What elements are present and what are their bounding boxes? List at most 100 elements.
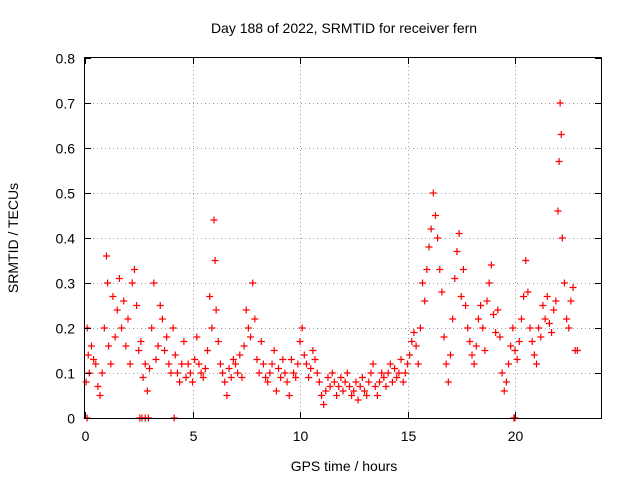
data-point xyxy=(414,360,422,368)
chart-title: Day 188 of 2022, SRMTID for receiver fer… xyxy=(211,20,477,36)
data-point xyxy=(436,266,444,273)
data-point xyxy=(557,131,565,138)
data-point xyxy=(438,288,446,296)
data-point xyxy=(208,324,216,332)
data-point xyxy=(543,293,551,300)
data-point xyxy=(453,248,461,255)
data-point xyxy=(169,324,177,332)
data-point xyxy=(137,338,145,345)
data-point xyxy=(378,369,386,377)
data-point xyxy=(444,378,452,386)
data-point xyxy=(565,324,573,332)
data-point xyxy=(384,369,392,377)
data-point xyxy=(152,356,160,363)
data-point xyxy=(143,387,151,395)
data-point xyxy=(485,279,493,287)
data-point xyxy=(223,392,231,399)
data-point xyxy=(182,374,190,381)
data-point xyxy=(191,356,199,363)
y-tick-label: 0.7 xyxy=(56,96,76,112)
data-point xyxy=(242,306,250,314)
data-point xyxy=(124,315,132,323)
data-points xyxy=(82,99,581,422)
y-tick-label: 0.2 xyxy=(56,321,76,337)
data-point xyxy=(87,342,95,350)
data-point xyxy=(84,351,92,359)
data-point xyxy=(410,329,418,336)
data-point xyxy=(535,324,543,332)
y-tick-label: 0.3 xyxy=(56,276,76,292)
data-point xyxy=(406,351,414,359)
data-point xyxy=(176,378,184,386)
data-point xyxy=(128,279,136,287)
data-point xyxy=(103,252,110,260)
data-point xyxy=(294,360,302,368)
data-point xyxy=(423,266,431,273)
data-point xyxy=(197,369,205,377)
data-point xyxy=(275,365,282,372)
data-point xyxy=(522,257,530,264)
data-point xyxy=(517,315,525,323)
data-point xyxy=(320,401,328,408)
data-point xyxy=(391,365,399,372)
data-point xyxy=(115,275,123,282)
data-point xyxy=(393,374,401,381)
data-point xyxy=(281,369,289,377)
x-tick-label: 20 xyxy=(508,428,524,444)
data-point xyxy=(479,324,487,332)
data-point xyxy=(82,378,90,386)
data-point xyxy=(305,374,313,381)
data-point xyxy=(354,396,362,404)
data-point xyxy=(92,360,100,368)
data-point xyxy=(236,351,244,359)
data-point xyxy=(455,230,463,237)
data-point xyxy=(126,360,134,368)
data-point xyxy=(554,207,562,215)
data-point xyxy=(111,333,119,341)
data-point xyxy=(408,338,416,345)
data-point xyxy=(211,257,219,264)
data-point xyxy=(434,234,442,242)
data-point xyxy=(171,351,179,359)
data-point xyxy=(238,374,246,381)
data-point xyxy=(135,347,143,354)
data-point xyxy=(416,324,424,332)
y-tick-label: 0.5 xyxy=(56,186,76,202)
data-point xyxy=(184,360,192,368)
data-point xyxy=(333,392,341,399)
data-point xyxy=(449,315,457,323)
data-point xyxy=(268,360,276,368)
data-point xyxy=(193,333,201,341)
data-point xyxy=(335,383,343,390)
data-point xyxy=(395,369,403,377)
data-point xyxy=(109,293,117,300)
data-point xyxy=(118,324,126,332)
data-point xyxy=(180,338,188,345)
data-point xyxy=(257,338,265,345)
data-point xyxy=(440,333,448,341)
data-point xyxy=(569,284,577,291)
data-point xyxy=(548,329,556,336)
data-point xyxy=(154,342,162,350)
data-point xyxy=(447,351,454,359)
data-point xyxy=(507,342,515,350)
data-point xyxy=(464,324,472,332)
data-point xyxy=(189,378,196,386)
plot-frame xyxy=(84,57,602,419)
data-point xyxy=(555,158,563,165)
data-point xyxy=(251,315,259,323)
data-point xyxy=(500,387,508,395)
data-point xyxy=(221,378,229,386)
y-tick-label: 0.8 xyxy=(56,51,76,67)
data-point xyxy=(255,369,263,377)
data-point xyxy=(356,383,364,390)
data-point xyxy=(262,374,270,381)
data-point xyxy=(367,369,375,377)
axis-ticks: 0 0.1 0.2 0.3 0.4 0.5 0.6 0.7 0.8 0 5 10 15 20 xyxy=(56,51,601,444)
data-point xyxy=(505,360,513,368)
data-point xyxy=(247,333,255,341)
data-point xyxy=(298,324,306,332)
data-point xyxy=(165,360,173,368)
data-point xyxy=(249,279,257,287)
